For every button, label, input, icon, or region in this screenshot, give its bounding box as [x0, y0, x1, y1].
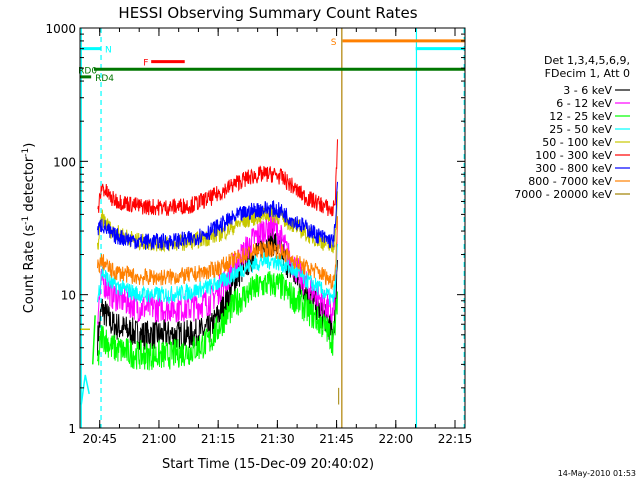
plot-frame — [79, 27, 466, 429]
y-axis-ticks: 1 10 100 1000 — [45, 22, 465, 436]
early-segment-1 — [80, 374, 90, 405]
footer-timestamp: 14-May-2010 01:53 — [558, 469, 636, 478]
legend-label-4: 50 - 100 keV — [542, 136, 612, 149]
legend-label-6: 300 - 800 keV — [535, 162, 612, 175]
x-tick-label-1: 21:00 — [142, 432, 177, 446]
status-bar-label-4: S — [331, 38, 337, 48]
legend-label-1: 6 - 12 keV — [556, 97, 612, 110]
legend-label-7: 800 - 7000 keV — [528, 175, 612, 188]
series-line-7 — [97, 216, 338, 291]
x-axis-label: Start Time (15-Dec-09 20:40:02) — [162, 457, 374, 472]
legend: Det 1,3,4,5,6,9, FDecim 1, Att 0 3 - 6 k… — [514, 54, 630, 201]
series-line-0 — [97, 227, 338, 356]
legend-label-8: 7000 - 20000 keV — [514, 188, 612, 201]
series-line-5 — [97, 139, 338, 217]
legend-label-0: 3 - 6 keV — [563, 84, 612, 97]
y-axis-label: Count Rate (s-1 detector-1) — [21, 143, 37, 314]
x-tick-label-0: 20:45 — [82, 432, 117, 446]
series-line-3 — [97, 243, 338, 306]
legend-label-3: 25 - 50 keV — [549, 123, 612, 136]
legend-label-2: 12 - 25 keV — [549, 110, 612, 123]
early-segment-2 — [92, 315, 96, 365]
y-tick-label-1: 10 — [61, 289, 76, 303]
x-tick-label-4: 21:45 — [319, 432, 354, 446]
y-tick-label-2: 100 — [53, 155, 76, 169]
series-line-6 — [97, 181, 338, 252]
x-tick-label-5: 22:00 — [379, 432, 414, 446]
x-tick-label-6: 22:15 — [438, 432, 473, 446]
status-bar-label-1: F — [143, 59, 148, 69]
y-tick-label-3: 1000 — [45, 22, 76, 36]
legend-label-5: 100 - 300 keV — [535, 149, 612, 162]
x-tick-label-3: 21:30 — [260, 432, 295, 446]
x-axis-ticks: 20:45 21:00 21:15 21:30 21:45 22:00 22:15 — [79, 28, 473, 446]
legend-header-1: Det 1,3,4,5,6,9, — [544, 54, 630, 67]
chart-title: HESSI Observing Summary Count Rates — [118, 4, 417, 22]
series-line-2 — [97, 271, 338, 371]
legend-header-2: FDecim 1, Att 0 — [545, 67, 630, 80]
y-tick-label-0: 1 — [68, 422, 76, 436]
status-bar-label-3: RD4 — [95, 74, 114, 84]
status-bar-label-0: N — [105, 46, 112, 56]
x-tick-label-2: 21:15 — [201, 432, 236, 446]
status-bar-label-2: RD0 — [78, 66, 97, 76]
